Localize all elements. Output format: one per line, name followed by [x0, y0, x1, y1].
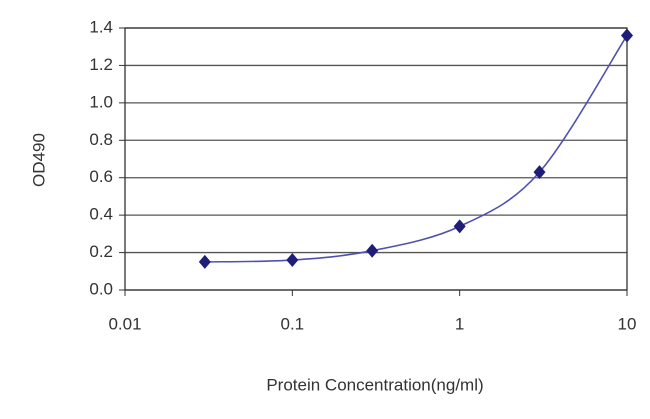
x-axis-label: Protein Concentration(ng/ml) [266, 375, 483, 394]
y-tick-label: 0.4 [89, 205, 113, 224]
y-tick-label: 0.8 [89, 130, 113, 149]
y-axis-label: OD490 [29, 133, 48, 187]
plot-frame [124, 27, 628, 291]
data-point [366, 243, 379, 258]
y-tick-label: 0.6 [89, 167, 113, 186]
y-tick-label: 1.4 [89, 17, 113, 36]
x-tick-label: 0.1 [281, 314, 305, 333]
fit-curve [204, 35, 628, 263]
x-tick-label: 1 [455, 314, 464, 333]
y-tick-label: 1.0 [89, 92, 113, 111]
data-point [198, 254, 211, 269]
data-point [621, 28, 633, 43]
x-tick-label: 10 [618, 314, 637, 333]
data-point [286, 253, 299, 268]
x-tick-label: 0.01 [108, 314, 141, 333]
y-tick-label: 0.0 [89, 279, 113, 298]
data-point [453, 219, 466, 234]
y-tick-label: 0.2 [89, 242, 113, 261]
y-tick-label: 1.2 [89, 55, 113, 74]
data-point [533, 165, 546, 180]
